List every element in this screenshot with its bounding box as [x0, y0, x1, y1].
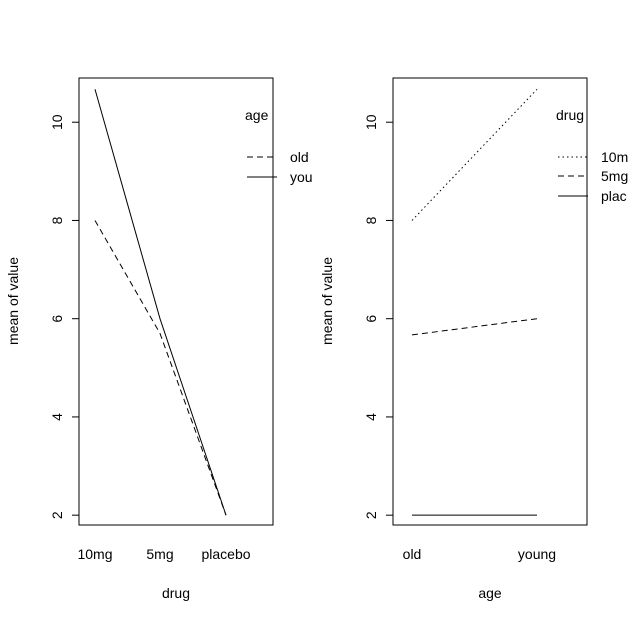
- y-tick-label: 2: [49, 511, 65, 519]
- legend-label: old: [290, 149, 309, 165]
- legend-label: 10m: [601, 149, 628, 165]
- y-tick-label: 4: [49, 413, 65, 421]
- series-lines: [94, 89, 227, 516]
- panel-drug-interaction-plot: 2 4 6 8 10 10mg 5mg placebo drug mean of value…: [5, 77, 313, 601]
- y-axis: 2 4 6 8 10: [49, 114, 79, 519]
- y-tick-label: 10: [49, 114, 65, 130]
- legend-label: plac: [601, 188, 627, 204]
- x-axis-label: age: [478, 585, 502, 601]
- x-axis: old young: [403, 546, 556, 562]
- series-lines: [411, 88, 538, 516]
- plot-frame: [78, 77, 274, 526]
- series-line-young: [94, 89, 227, 516]
- legend: drug 10m 5mg plac: [556, 107, 628, 204]
- legend-label: you: [290, 169, 313, 185]
- y-tick-label: 10: [363, 114, 379, 130]
- y-axis-label: mean of value: [5, 257, 21, 345]
- x-tick-label: placebo: [201, 546, 250, 562]
- x-tick-label: 5mg: [146, 546, 173, 562]
- x-tick-label: 10mg: [77, 546, 112, 562]
- y-tick-label: 8: [363, 216, 379, 224]
- legend-label: 5mg: [601, 168, 628, 184]
- x-tick-label: young: [518, 546, 556, 562]
- series-line-5mg: [411, 318, 538, 336]
- y-axis-label: mean of value: [319, 257, 335, 345]
- y-axis: 2 4 6 8 10: [363, 114, 393, 519]
- y-tick-label: 2: [363, 511, 379, 519]
- series-line-10mg: [411, 88, 538, 221]
- x-axis-label: drug: [162, 585, 190, 601]
- legend: age old you: [245, 107, 313, 185]
- panel-age-interaction-plot: 2 4 6 8 10 old young age mean of value drug 1…: [319, 77, 628, 601]
- plot-frame: [392, 77, 588, 526]
- y-tick-label: 6: [363, 315, 379, 323]
- series-line-old: [94, 220, 227, 516]
- legend-title: age: [245, 107, 269, 123]
- y-tick-label: 8: [49, 216, 65, 224]
- x-axis: 10mg 5mg placebo: [77, 546, 250, 562]
- y-tick-label: 4: [363, 413, 379, 421]
- x-tick-label: old: [403, 546, 422, 562]
- legend-title: drug: [556, 107, 584, 123]
- y-tick-label: 6: [49, 315, 65, 323]
